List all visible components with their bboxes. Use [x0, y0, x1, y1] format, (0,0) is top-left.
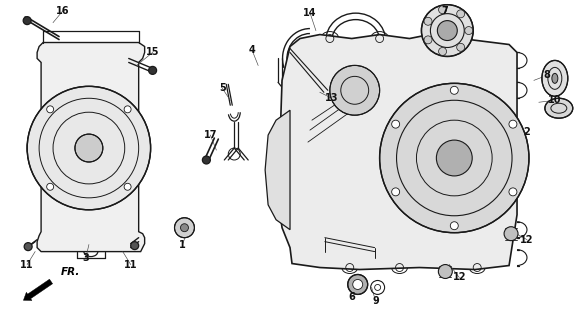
- Polygon shape: [265, 110, 290, 230]
- Text: 13: 13: [325, 93, 339, 103]
- Text: 1: 1: [179, 240, 186, 250]
- Circle shape: [392, 120, 400, 128]
- Circle shape: [353, 279, 363, 289]
- Text: 17: 17: [204, 130, 217, 140]
- Circle shape: [509, 188, 517, 196]
- Ellipse shape: [542, 60, 568, 96]
- Circle shape: [181, 224, 188, 232]
- Circle shape: [457, 10, 464, 18]
- Ellipse shape: [552, 73, 558, 83]
- Text: 11: 11: [20, 260, 34, 269]
- Text: 4: 4: [249, 45, 256, 55]
- Circle shape: [421, 5, 473, 56]
- Text: 6: 6: [348, 292, 355, 302]
- Circle shape: [347, 275, 367, 294]
- Circle shape: [149, 67, 157, 74]
- Circle shape: [75, 134, 103, 162]
- Text: 7: 7: [441, 6, 448, 16]
- Text: 12: 12: [520, 235, 534, 245]
- Circle shape: [457, 43, 464, 51]
- Text: 16: 16: [56, 6, 70, 16]
- Text: 5: 5: [219, 83, 226, 93]
- Text: 9: 9: [372, 296, 379, 306]
- Circle shape: [380, 83, 529, 233]
- Circle shape: [438, 20, 457, 41]
- Circle shape: [504, 227, 518, 241]
- Circle shape: [174, 218, 194, 238]
- Circle shape: [438, 265, 452, 278]
- Circle shape: [47, 183, 54, 190]
- Circle shape: [27, 86, 150, 210]
- Circle shape: [24, 243, 32, 251]
- Circle shape: [124, 106, 131, 113]
- Text: 11: 11: [124, 260, 137, 269]
- Circle shape: [47, 106, 54, 113]
- Circle shape: [450, 222, 458, 230]
- Text: 10: 10: [548, 95, 562, 105]
- Circle shape: [424, 36, 432, 44]
- Circle shape: [124, 183, 131, 190]
- Circle shape: [305, 89, 315, 99]
- Circle shape: [392, 188, 400, 196]
- Circle shape: [464, 27, 473, 35]
- Text: 12: 12: [453, 273, 466, 283]
- Circle shape: [450, 86, 458, 94]
- Ellipse shape: [545, 98, 573, 118]
- Circle shape: [130, 242, 139, 250]
- Circle shape: [202, 156, 211, 164]
- Circle shape: [509, 120, 517, 128]
- Text: 2: 2: [524, 127, 531, 137]
- Text: 3: 3: [82, 252, 90, 263]
- Circle shape: [439, 6, 446, 14]
- Polygon shape: [278, 35, 517, 269]
- Polygon shape: [37, 43, 144, 252]
- Circle shape: [439, 47, 446, 55]
- Text: 15: 15: [146, 47, 159, 58]
- Circle shape: [23, 17, 31, 25]
- Text: 8: 8: [543, 70, 550, 80]
- Circle shape: [436, 140, 472, 176]
- Text: FR.: FR.: [61, 268, 80, 277]
- FancyArrow shape: [23, 279, 53, 300]
- Circle shape: [424, 17, 432, 25]
- Text: 14: 14: [303, 8, 316, 18]
- Circle shape: [330, 65, 380, 115]
